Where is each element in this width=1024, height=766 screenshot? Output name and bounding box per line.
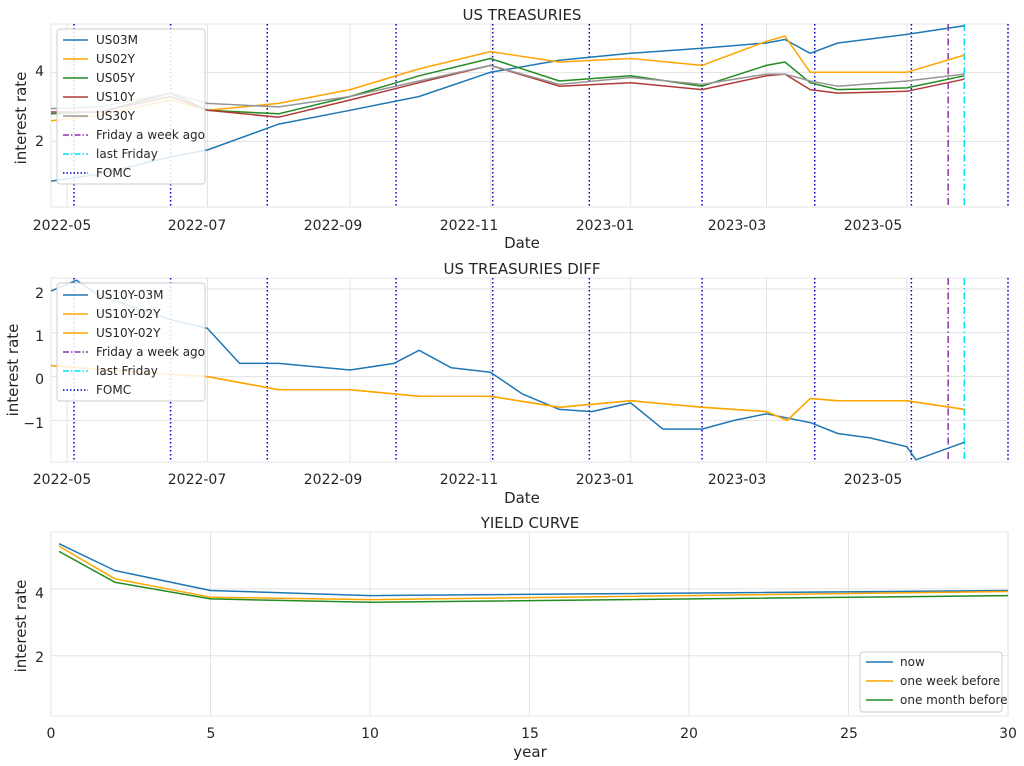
x-axis-ticks: 2022-05 2022-07 2022-09 2022-11 2023-01 … [33, 472, 903, 488]
x-tick-label: 10 [361, 726, 379, 742]
y-tick-label: 0 [35, 372, 44, 388]
y-axis-ticks: 2 4 [35, 586, 44, 666]
x-tick-label: 2023-05 [844, 218, 903, 234]
x-axis-ticks: 0 5 10 15 20 25 30 [47, 726, 1017, 742]
y-tick-label: 2 [35, 286, 44, 302]
legend-box [56, 282, 206, 402]
series-line [58, 545, 1009, 601]
legend-entry: Friday a week ago [96, 128, 205, 142]
yield-curve-chart: YIELD CURVE year interest rate 0 5 10 15… [12, 514, 1017, 761]
legend-entry: Friday a week ago [96, 345, 205, 359]
y-tick-label: 2 [35, 650, 44, 666]
legend-entry: US10Y-02Y [96, 307, 161, 321]
legend-entry: last Friday [96, 147, 158, 161]
x-tick-label: 2023-01 [576, 472, 635, 488]
legend-entry: one week before [900, 674, 1000, 688]
x-tick-label: 2023-03 [708, 218, 767, 234]
x-tick-label: 2023-01 [576, 218, 635, 234]
chart-title: US TREASURIES DIFF [444, 260, 601, 278]
chart-title: US TREASURIES [463, 6, 582, 24]
legend-box [859, 651, 1003, 713]
x-axis-ticks: 2022-05 2022-07 2022-09 2022-11 2023-01 … [33, 218, 903, 234]
x-tick-label: 2022-05 [33, 218, 92, 234]
legend-entry: US03M [96, 33, 138, 47]
y-axis-ticks: 2 1 0 −1 [23, 286, 44, 432]
y-tick-label: −1 [23, 416, 44, 432]
x-tick-label: 2022-09 [304, 472, 363, 488]
legend-entry: last Friday [96, 364, 158, 378]
y-tick-label: 4 [35, 586, 44, 602]
us-treasuries-diff-chart: US TREASURIES DIFF Date interest rate 20… [4, 260, 1009, 507]
legend: US03M US02Y US05Y US10Y US30Y Friday a w… [56, 28, 206, 185]
x-axis-label: Date [504, 234, 540, 252]
x-tick-label: 2022-07 [168, 218, 227, 234]
legend-box [56, 28, 206, 185]
x-tick-label: 2023-03 [708, 472, 767, 488]
legend-entry: US30Y [96, 109, 136, 123]
legend-entry: FOMC [96, 166, 131, 180]
us-treasuries-chart: US TREASURIES Date interest rate 2022-05… [12, 6, 1009, 252]
series-line [50, 364, 965, 422]
legend-entry: US05Y [96, 71, 136, 85]
plot-area [50, 277, 1009, 463]
x-tick-label: 20 [680, 726, 698, 742]
x-tick-label: 0 [47, 726, 56, 742]
x-tick-label: 2022-07 [168, 472, 227, 488]
y-tick-label: 4 [35, 64, 44, 80]
y-tick-label: 1 [35, 329, 44, 345]
y-tick-label: 2 [35, 134, 44, 150]
series-line [58, 543, 1009, 597]
x-tick-label: 2022-09 [304, 218, 363, 234]
legend: US10Y-03M US10Y-02Y US10Y-02Y Friday a w… [56, 282, 206, 402]
legend-entry: US10Y-02Y [96, 326, 161, 340]
plot-area [50, 23, 1009, 208]
x-tick-label: 25 [840, 726, 858, 742]
x-tick-label: 5 [207, 726, 216, 742]
y-axis-label: interest rate [12, 580, 30, 673]
legend-entry: US02Y [96, 52, 136, 66]
legend-entry: one month before [900, 693, 1008, 707]
legend-entry: US10Y [96, 90, 136, 104]
series-line [58, 550, 1009, 604]
legend: now one week before one month before [859, 651, 1008, 713]
x-tick-label: 2022-11 [440, 218, 499, 234]
x-axis-label: Date [504, 489, 540, 507]
chart-title: YIELD CURVE [480, 514, 580, 532]
series-line [50, 279, 965, 461]
y-axis-ticks: 2 4 [35, 64, 44, 150]
x-tick-label: 30 [999, 726, 1017, 742]
legend-entry: now [900, 655, 925, 669]
y-axis-label: interest rate [12, 72, 30, 165]
x-axis-label: year [513, 743, 547, 761]
legend-entry: FOMC [96, 383, 131, 397]
legend-entry: US10Y-03M [96, 288, 164, 302]
x-tick-label: 15 [521, 726, 539, 742]
x-tick-label: 2023-05 [844, 472, 903, 488]
x-tick-label: 2022-11 [440, 472, 499, 488]
y-axis-label: interest rate [4, 324, 22, 417]
x-tick-label: 2022-05 [33, 472, 92, 488]
